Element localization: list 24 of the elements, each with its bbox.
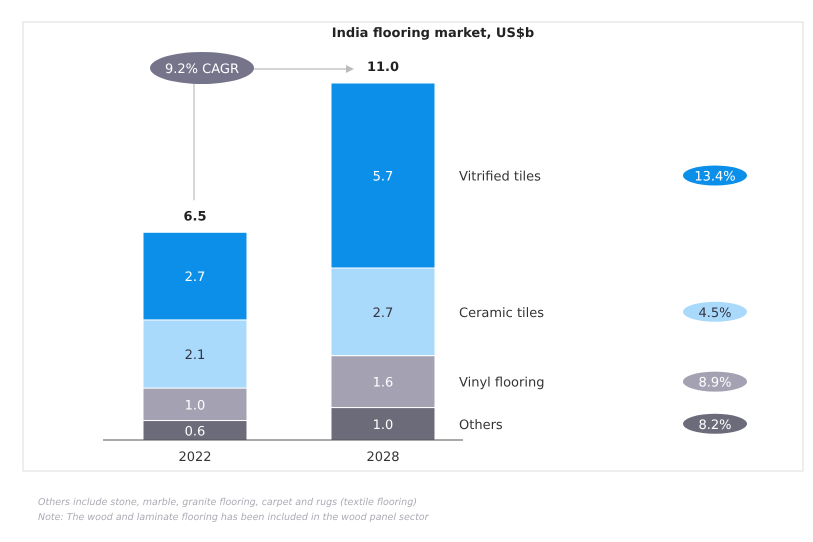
data-label: 1.0	[372, 418, 394, 433]
text: Note: The wood and laminate flooring has been included in the wood panel sector	[38, 512, 430, 523]
oval-badge: 8.2%	[683, 414, 747, 434]
oval-badge: 8.9%	[683, 372, 747, 392]
chart-title: India flooring market, US$b	[332, 26, 534, 41]
oval-badge: 4.5%	[683, 302, 747, 322]
data-label: 2.7	[184, 270, 206, 286]
series-label: Others	[459, 418, 503, 433]
data-label: 0.6	[184, 424, 206, 440]
data-label: 2.1	[184, 348, 206, 363]
series-label: Vitrified tiles	[459, 169, 542, 184]
x-tick-label: 2028	[366, 450, 400, 465]
oval-badge: 9.2% CAGR	[150, 52, 254, 84]
total-label: 11.0	[366, 60, 400, 75]
data-label: 1.6	[372, 376, 394, 391]
data-label: 1.0	[184, 398, 206, 414]
text: Others include stone, marble, granite flooring, carpet and rugs (textile flooring)	[38, 497, 417, 508]
data-label: 2.7	[372, 306, 394, 321]
series-label: Vinyl flooring	[459, 376, 544, 391]
oval-badge: 13.4%	[683, 166, 747, 186]
x-tick-label: 2022	[178, 450, 212, 465]
series-label: Ceramic tiles	[459, 306, 544, 321]
total-label: 6.5	[183, 209, 207, 224]
data-label: 5.7	[372, 169, 394, 184]
